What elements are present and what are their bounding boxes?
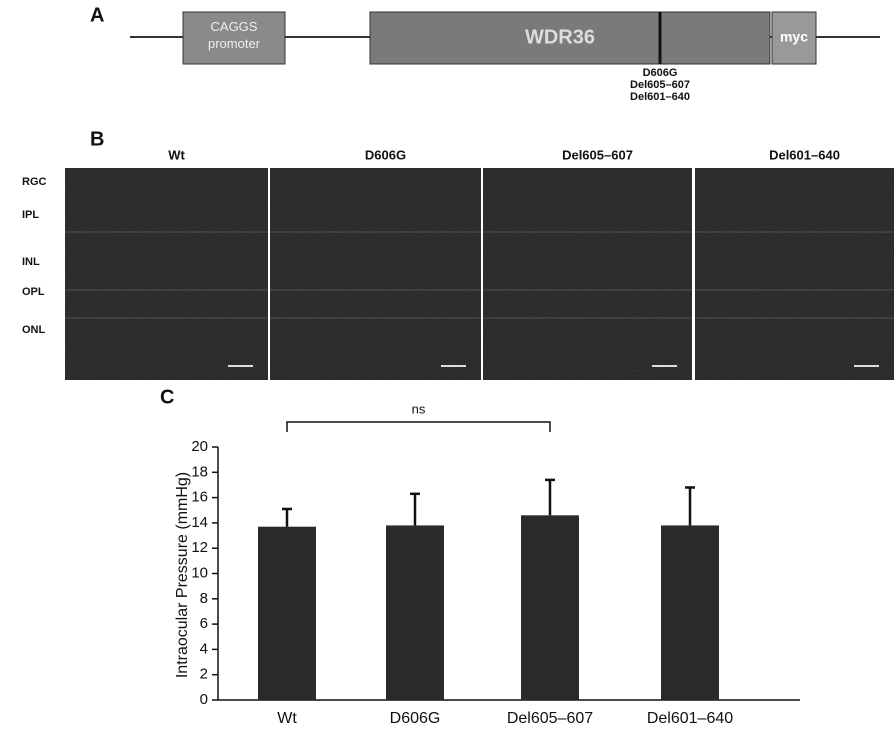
gene-text: WDR36 (525, 26, 595, 48)
retina-texture (483, 168, 692, 380)
retina-texture (270, 168, 481, 380)
retina-texture (695, 168, 894, 380)
column-header: D606G (365, 147, 406, 162)
row-label: ONL (22, 324, 46, 336)
mutation-label: Del601–640 (630, 91, 690, 103)
bar (521, 515, 579, 700)
y-tick-label: 6 (200, 615, 208, 632)
y-tick-label: 10 (191, 564, 208, 581)
mutation-label: Del605–607 (630, 79, 690, 91)
panel-label: A (90, 4, 104, 26)
bar (661, 525, 719, 700)
panel-label: B (90, 128, 104, 150)
y-tick-label: 16 (191, 489, 208, 506)
promoter-text-box: CAGGS promoter (207, 19, 261, 51)
tag-box (771, 11, 817, 65)
y-axis-label: Intraocular Pressure (mmHg) (174, 472, 191, 678)
column-header: Del605–607 (562, 147, 633, 162)
y-tick-label: 0 (200, 691, 208, 708)
x-tick-label: D606G (390, 710, 441, 727)
tag-text: myc (780, 29, 808, 45)
y-tick-label: 14 (191, 514, 208, 531)
y-tick-label: 12 (191, 539, 208, 556)
error-bar (685, 486, 695, 526)
panel-a: A CAGGS promoter WDR36 myc D606GDel605–6… (90, 4, 880, 103)
row-label: RGC (22, 176, 47, 188)
y-tick-label: 8 (200, 590, 208, 607)
promoter-text: CAGGS promoter (207, 19, 261, 51)
retina-texture (65, 168, 268, 380)
panel-b: B Wt D606G Del605–607 Del601–640 RGC IPL INL OP… (22, 128, 894, 380)
error-bar (545, 478, 555, 516)
x-tick-label: Wt (277, 710, 297, 727)
row-label: IPL (22, 209, 39, 221)
error-bar (282, 507, 292, 527)
row-label: INL (22, 256, 40, 268)
error-bar (410, 492, 420, 526)
significance-bracket (286, 421, 551, 432)
y-tick-label: 2 (200, 666, 208, 683)
row-label: OPL (22, 286, 45, 298)
significance-label: ns (412, 401, 426, 416)
bar (386, 525, 444, 700)
y-tick-label: 20 (191, 438, 208, 455)
panel-c: C Intraocular Pressure (mmHg) 0 2 4 6 8 10 12 1… (160, 386, 800, 727)
x-tick-label: Del601–640 (647, 710, 733, 727)
column-header: Wt (168, 147, 185, 162)
promoter-box (182, 11, 286, 65)
mutation-label: D606G (643, 67, 678, 79)
x-tick-label: Del605–607 (507, 710, 593, 727)
gene-box (369, 11, 771, 65)
panel-label: C (160, 386, 174, 408)
y-tick-label: 4 (200, 640, 208, 657)
column-header: Del601–640 (769, 147, 840, 162)
bar (258, 526, 316, 700)
y-tick-label: 18 (191, 463, 208, 480)
